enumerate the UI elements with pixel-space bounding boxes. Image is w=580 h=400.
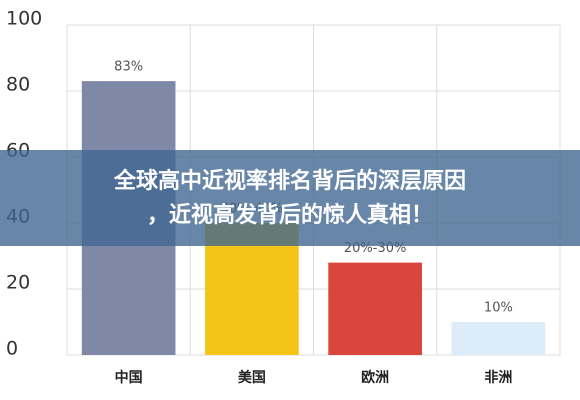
banner [0, 150, 580, 246]
banner-line: ，近视高发背后的惊人真相！ [147, 202, 433, 228]
x-tick-label: 美国 [238, 369, 266, 386]
value-label: 10% [484, 301, 513, 316]
bar [328, 262, 422, 355]
y-tick-label: 0 [6, 338, 18, 360]
x-tick-label: 中国 [115, 369, 143, 386]
banner-line: 全球高中近视率排名背后的深层原因 [113, 168, 466, 194]
bar [451, 322, 546, 355]
x-tick-label: 非洲 [484, 369, 512, 386]
x-tick-label: 欧洲 [361, 369, 389, 386]
y-tick-label: 100 [6, 8, 42, 30]
y-tick-label: 20 [6, 272, 30, 294]
y-tick-label: 80 [6, 74, 30, 96]
value-label: 83% [114, 60, 143, 75]
